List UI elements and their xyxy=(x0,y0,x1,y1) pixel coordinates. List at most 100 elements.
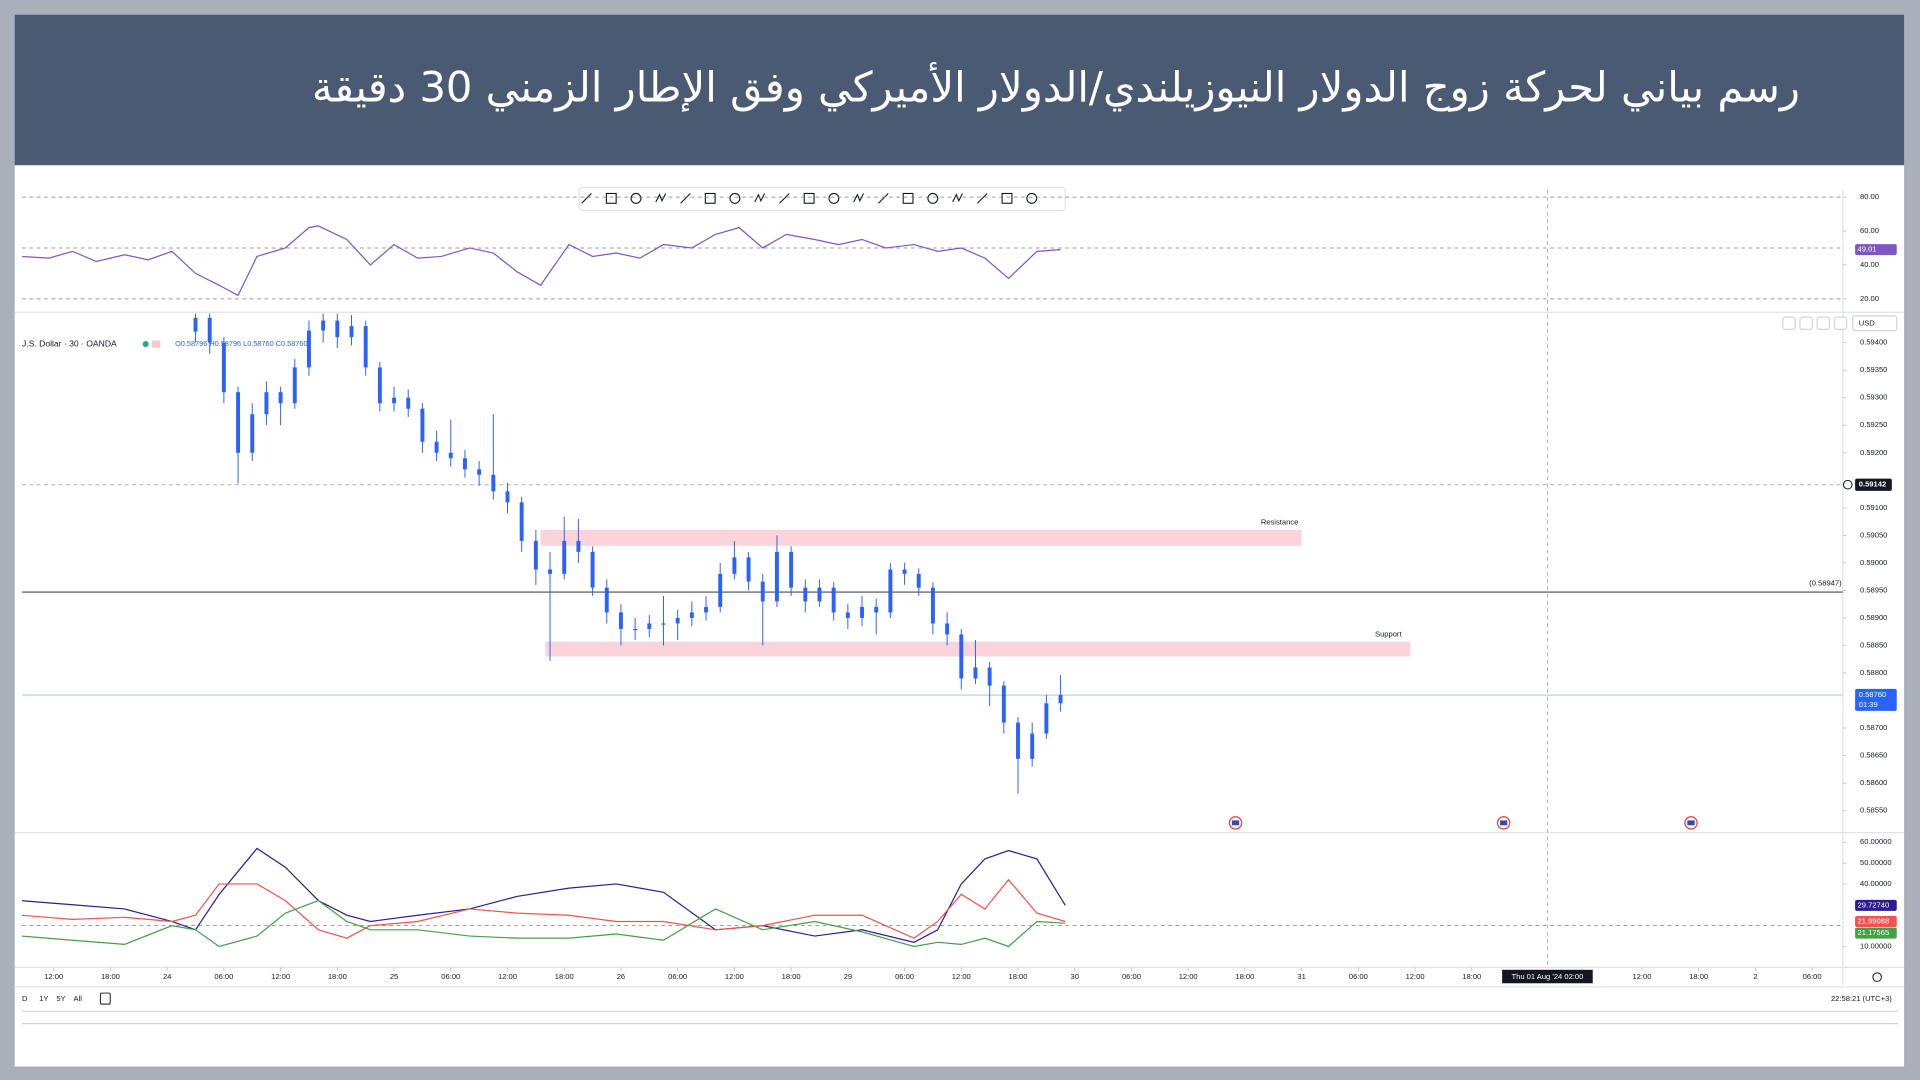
scale-button[interactable] xyxy=(1799,316,1813,330)
candle-body xyxy=(930,587,935,624)
tool-icon[interactable] xyxy=(779,193,790,204)
candle-body xyxy=(505,491,510,503)
y-tick-label: 0.59350 xyxy=(1860,365,1887,374)
tool-icon[interactable] xyxy=(902,192,914,204)
candle-body xyxy=(1001,685,1006,723)
candle-body xyxy=(335,320,340,338)
tool-icon[interactable] xyxy=(704,192,716,204)
line-marker xyxy=(1842,479,1853,490)
candle-body xyxy=(902,569,907,574)
x-tick-label: 06:00 xyxy=(895,972,914,981)
range-button[interactable]: 1Y xyxy=(39,994,48,1003)
candle-body xyxy=(973,667,978,679)
y-tick-label: 0.58900 xyxy=(1860,613,1887,622)
candle-body xyxy=(888,569,893,613)
tool-icon[interactable] xyxy=(1026,192,1038,204)
x-tick-label: 12:00 xyxy=(498,972,517,981)
currency-button[interactable] xyxy=(1852,315,1898,332)
y-tick-label: 0.58600 xyxy=(1860,778,1887,787)
x-tick-label: 18:00 xyxy=(555,972,574,981)
candle-body xyxy=(448,452,453,459)
range-button[interactable]: All xyxy=(73,994,82,1003)
current-price-label: 0.58760 xyxy=(1859,690,1886,699)
tool-icon[interactable] xyxy=(927,192,939,204)
symbol-legend: J.S. Dollar · 30 · OANDA xyxy=(22,338,117,348)
scale-button[interactable] xyxy=(1833,316,1848,330)
y-tick-label: 0.58550 xyxy=(1860,806,1887,815)
candle-body xyxy=(363,326,368,368)
settings-icon[interactable] xyxy=(1872,972,1882,982)
header-title: رسم بياني لحركة زوج الدولار النيوزيلندي/… xyxy=(312,61,1800,113)
candle-body xyxy=(321,320,326,331)
tool-icon[interactable] xyxy=(828,192,840,204)
x-tick-label: 30 xyxy=(1071,972,1079,981)
chart-area xyxy=(14,165,1905,1067)
x-tick-label: 18:00 xyxy=(1009,972,1028,981)
value-box xyxy=(1855,244,1897,256)
y-tick-label: 20.00 xyxy=(1860,294,1879,303)
candle-body xyxy=(746,557,751,582)
currency[interactable]: USD xyxy=(1859,318,1876,327)
x-tick-label: 06:00 xyxy=(1122,972,1141,981)
x-tick-label: 18:00 xyxy=(328,972,347,981)
x-tick-label: 12:00 xyxy=(952,972,971,981)
candle-body xyxy=(860,606,864,618)
candle-body xyxy=(959,634,964,679)
value-box xyxy=(1855,899,1897,911)
candle-body xyxy=(491,474,496,492)
drawing-toolbar xyxy=(578,186,1066,212)
date-range-icon[interactable] xyxy=(99,992,111,1005)
scale-button[interactable] xyxy=(1816,316,1830,330)
event-flag xyxy=(1687,820,1695,826)
candle-body xyxy=(831,587,836,613)
status-dot xyxy=(142,341,149,348)
x-tick-label: 06:00 xyxy=(441,972,460,981)
event-icons xyxy=(1228,816,1698,830)
candle-body xyxy=(548,569,552,574)
range-button[interactable]: D xyxy=(22,994,28,1003)
tool-icon[interactable] xyxy=(878,193,889,204)
candle-body xyxy=(292,367,297,404)
candle-body xyxy=(874,606,879,613)
tool-icon[interactable] xyxy=(1001,192,1013,204)
tool-icon[interactable] xyxy=(976,193,988,204)
candle-body xyxy=(406,397,411,409)
tool-icon[interactable] xyxy=(754,193,766,203)
pane xyxy=(22,196,1843,300)
pane xyxy=(22,847,1843,948)
candle-body xyxy=(434,441,439,453)
x-tick-label: 06:00 xyxy=(1349,972,1368,981)
tool-icon[interactable] xyxy=(729,192,741,204)
value-label: 49.01 xyxy=(1858,245,1877,254)
tool-icon[interactable] xyxy=(680,193,691,204)
clock: 22:58:21 (UTC+3) xyxy=(1831,994,1892,1003)
y-tick-label: 0.58700 xyxy=(1860,723,1887,732)
candle-body xyxy=(392,397,397,404)
y-tick-label: 0.59100 xyxy=(1860,503,1887,512)
toolbar-box xyxy=(578,186,1066,212)
candle-body xyxy=(1016,722,1020,759)
indicator-line xyxy=(22,899,1066,948)
y-tick-label: 40.00 xyxy=(1860,260,1879,269)
x-tick-label: 18:00 xyxy=(1689,972,1708,981)
tool-icon[interactable] xyxy=(803,192,815,204)
candle-body xyxy=(250,414,255,453)
x-tick-label: 25 xyxy=(390,972,398,981)
candle-body xyxy=(604,587,609,613)
candle-body xyxy=(477,469,482,475)
status-badge xyxy=(151,340,161,348)
line-label: (0.58947) xyxy=(1809,578,1842,587)
range-button[interactable]: 5Y xyxy=(56,994,65,1003)
scale-button[interactable] xyxy=(1782,316,1796,330)
ohlc-legend: O0.58796 H0.58796 L0.58760 C0.58760 xyxy=(175,339,307,348)
scale-buttons xyxy=(1782,315,1898,332)
tool-icon[interactable] xyxy=(581,193,592,204)
x-tick-label: 12:00 xyxy=(1406,972,1425,981)
tool-icon[interactable] xyxy=(630,192,642,204)
tool-icon[interactable] xyxy=(952,193,963,203)
candle-body xyxy=(533,540,538,570)
indicator-line xyxy=(22,225,1061,297)
tool-icon[interactable] xyxy=(605,192,617,204)
